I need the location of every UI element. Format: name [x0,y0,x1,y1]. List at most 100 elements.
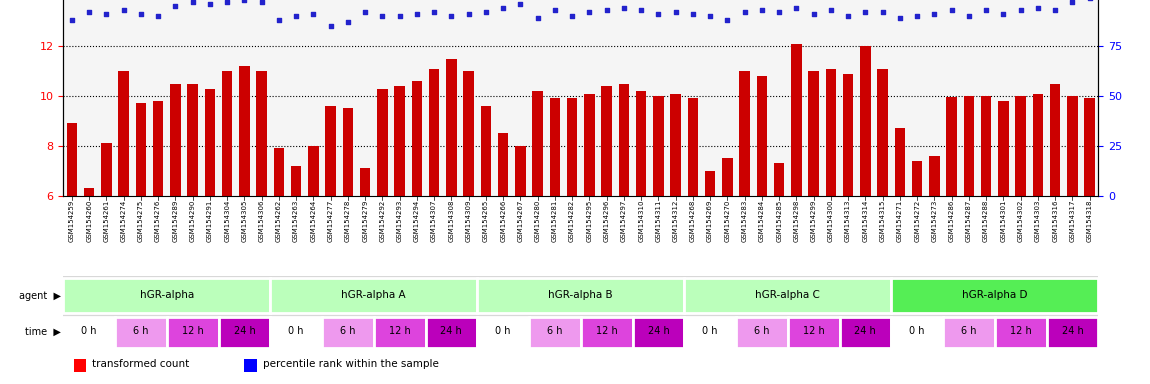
Text: GSM154306: GSM154306 [259,200,264,242]
Bar [63,278,270,313]
Text: GSM154280: GSM154280 [535,200,540,242]
Point [840,13,858,19]
Point [426,9,444,15]
Text: GSM154274: GSM154274 [121,200,126,242]
Text: GSM154301: GSM154301 [1000,200,1006,242]
Bar [895,128,905,196]
Bar [1046,316,1098,348]
Text: GSM154288: GSM154288 [983,200,989,242]
Bar [115,316,167,348]
Bar [167,316,218,348]
Bar [774,164,784,196]
Bar [998,101,1009,196]
Point [338,19,356,25]
Bar [274,149,284,196]
Point [787,5,805,11]
Point [1029,5,1048,11]
Bar [343,109,353,196]
Text: GSM154282: GSM154282 [569,200,575,242]
Point [943,7,961,13]
Text: GSM154260: GSM154260 [86,200,92,242]
Text: GSM154265: GSM154265 [483,200,489,242]
Text: GSM154263: GSM154263 [293,200,299,242]
Point [994,11,1013,17]
Point [736,9,754,15]
Point [1012,7,1030,13]
Text: hGR-alpha C: hGR-alpha C [756,290,820,300]
Bar [515,146,526,196]
Text: 6 h: 6 h [133,326,148,336]
Text: GSM154264: GSM154264 [310,200,316,242]
Point [891,15,910,21]
Point [288,13,306,19]
Text: 0 h: 0 h [910,326,925,336]
Text: GSM154283: GSM154283 [742,200,748,242]
Bar [840,316,891,348]
Bar [891,316,943,348]
Bar [808,71,819,196]
Bar [239,66,250,196]
Text: GSM154313: GSM154313 [845,200,851,242]
Point [304,11,322,17]
Text: hGR-alpha A: hGR-alpha A [342,290,406,300]
Text: GSM154272: GSM154272 [914,200,920,242]
Bar [136,104,146,196]
Text: 12 h: 12 h [596,326,618,336]
Bar [826,68,836,196]
Text: GSM154270: GSM154270 [724,200,730,242]
Text: 12 h: 12 h [389,326,411,336]
Bar [929,156,940,196]
Bar [498,134,508,196]
Bar [412,81,422,196]
Text: GSM154267: GSM154267 [518,200,523,242]
Text: GSM154311: GSM154311 [656,200,661,242]
Point [373,13,391,19]
Bar [670,94,681,196]
Point [978,7,996,13]
Text: GSM154261: GSM154261 [104,200,109,242]
Text: GSM154269: GSM154269 [707,200,713,242]
Text: 12 h: 12 h [803,326,825,336]
Bar [1050,84,1060,196]
Point [683,11,702,17]
Bar [153,101,163,196]
Text: 0 h: 0 h [496,326,511,336]
Point [632,7,651,13]
Text: GSM154271: GSM154271 [897,200,903,242]
Bar [843,73,853,196]
Bar [912,161,922,196]
Bar [218,316,270,348]
Text: GSM154304: GSM154304 [224,200,230,242]
Bar [187,84,198,196]
Point [200,1,218,7]
Text: 0 h: 0 h [703,326,718,336]
Point [460,11,478,17]
Text: 0 h: 0 h [82,326,97,336]
Text: GSM154318: GSM154318 [1087,200,1092,242]
Bar [981,96,991,196]
Text: GSM154266: GSM154266 [500,200,506,242]
Bar [739,71,750,196]
Text: GSM154299: GSM154299 [811,200,816,242]
Point [97,11,115,17]
Bar [722,159,733,196]
Bar [322,316,374,348]
Bar [222,71,232,196]
Text: 24 h: 24 h [440,326,462,336]
Bar [394,86,405,196]
Bar [1067,96,1078,196]
Bar [636,91,646,196]
Text: GSM154309: GSM154309 [466,200,472,242]
Point [959,13,977,19]
Bar [481,106,491,196]
Text: 24 h: 24 h [233,326,255,336]
Bar [532,91,543,196]
Point [184,0,202,5]
Bar [170,84,181,196]
Bar [308,146,319,196]
Text: GSM154317: GSM154317 [1070,200,1075,242]
Text: GSM154312: GSM154312 [673,200,678,242]
Point [821,7,839,13]
Text: GSM154277: GSM154277 [328,200,334,242]
Text: hGR-alpha B: hGR-alpha B [549,290,613,300]
